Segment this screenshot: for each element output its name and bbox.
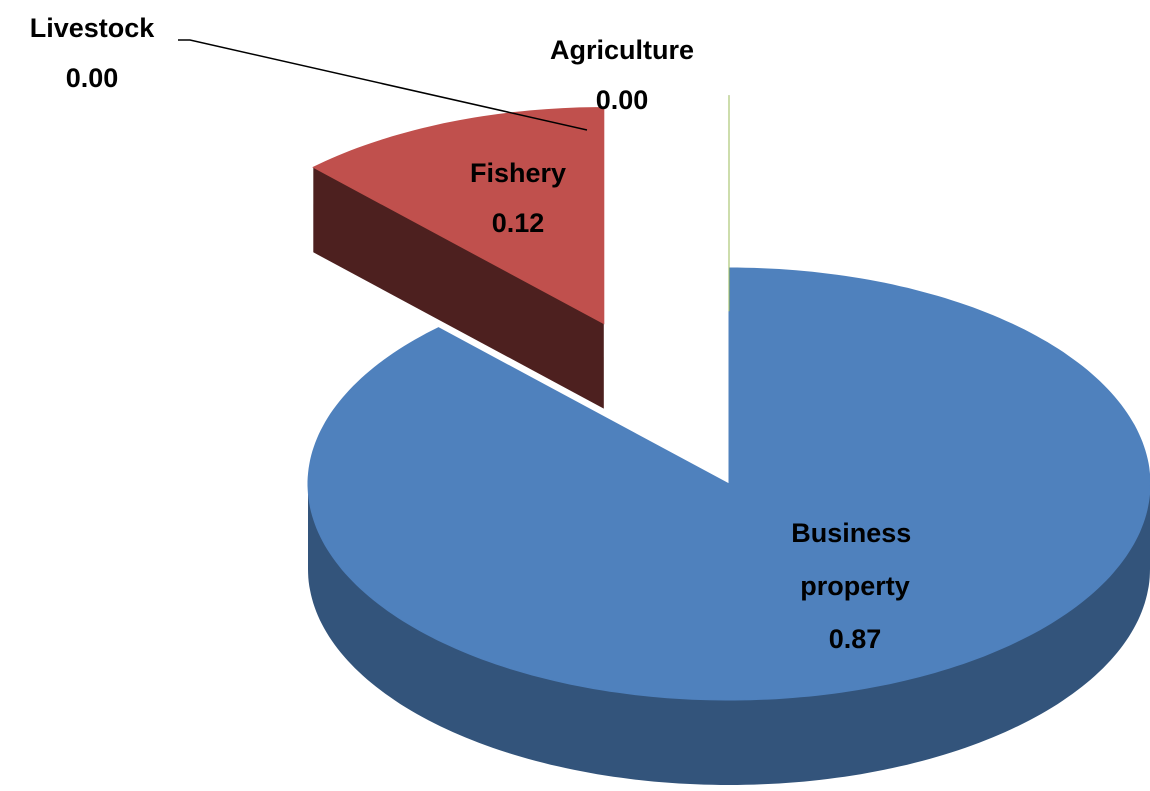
label-line: Livestock (30, 13, 156, 43)
slice-side (313, 167, 604, 409)
slice (312, 107, 605, 325)
value-label: 0.12 (492, 208, 545, 238)
slice-label: Fishery (470, 158, 566, 188)
label-line: property (800, 571, 910, 601)
label-line: Fishery (470, 158, 566, 188)
slice-label: Agriculture (550, 35, 694, 65)
slice-wall (308, 484, 1150, 785)
slice-label: Business property (791, 518, 919, 601)
value-label: 0.00 (66, 63, 119, 93)
value-label: 0.87 (829, 624, 882, 654)
slice-label: Livestock (30, 13, 156, 43)
label-line: Business (791, 518, 919, 548)
slice (307, 267, 1150, 701)
label-line: Agriculture (550, 35, 694, 65)
value-label: 0.00 (596, 85, 649, 115)
leader-line (178, 39, 588, 131)
